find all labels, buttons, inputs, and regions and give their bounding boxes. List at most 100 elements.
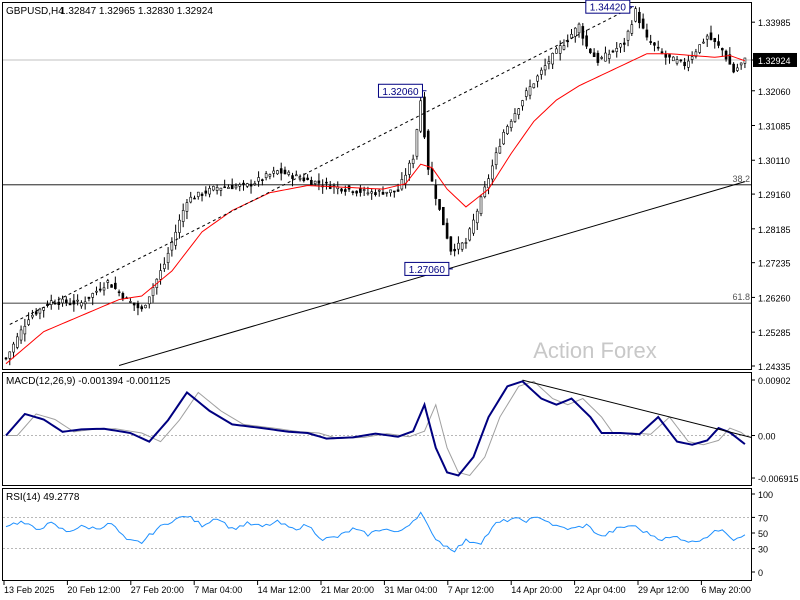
candle [739,62,743,70]
macd-y-tick: 0.00902 [758,376,791,386]
x-tick-label: 29 Apr 12:00 [638,585,689,595]
candle [732,62,735,74]
macd-y-tick: 0.00 [758,431,776,441]
candle [690,51,694,64]
candle [245,182,249,188]
rsi-title: RSI(14) 49.2778 [6,492,80,503]
candle [713,37,717,49]
candle [268,173,272,180]
candle [604,46,607,62]
candle [630,20,634,36]
price-label: 1.34420 [585,0,634,14]
candle [208,185,211,198]
candle [717,34,720,49]
moving-average-line [5,53,746,365]
price-y-tick: 1.28185 [758,225,791,235]
candle [189,191,193,204]
candle [38,307,42,320]
candle [117,289,121,297]
candle [668,54,671,64]
candle [434,179,438,206]
candle [543,58,547,76]
price-overlays: 1.32060 1.27060 1.34420 [5,0,746,366]
candle [276,169,279,175]
candle [555,46,558,54]
candle [83,296,87,310]
candle [144,304,147,309]
candle [242,180,245,191]
candle [736,63,739,72]
candle [566,34,570,48]
candle [294,170,298,177]
candle [506,124,509,135]
candle [408,160,411,181]
symbol-label: GBPUSD,H4 [6,6,64,17]
candle [140,304,144,312]
candle [249,179,253,194]
candle [453,243,456,257]
current-price-box [753,52,797,67]
x-tick-label: 7 Mar 04:00 [194,585,242,595]
price-y-tick: 1.29160 [758,190,791,200]
candle [328,181,332,190]
candle [705,33,709,47]
candle [562,39,566,51]
candle [558,40,562,61]
svg-text:1.32060: 1.32060 [382,87,419,98]
price-y-tick: 1.31085 [758,122,791,132]
price-label: 1.27060 [404,261,453,276]
candle [656,40,660,51]
candle [709,25,713,41]
candle [68,298,72,306]
rsi-y-tick: 70 [758,513,768,523]
candle [257,171,260,187]
candle [317,173,321,191]
candle [302,173,306,183]
price-y-tick: 1.30110 [758,156,790,166]
candle [196,191,200,200]
candle [638,7,641,29]
candle [415,128,419,160]
candle [49,294,53,310]
candle [95,286,98,296]
candle [592,48,596,58]
candle [279,162,283,181]
price-label: 1.32060 [377,83,427,98]
candle [4,357,8,361]
candle [313,180,317,187]
candle [622,37,626,53]
candle [19,325,23,344]
candle [645,23,649,41]
candle [163,257,166,272]
price-guides: 38.2 61.8 [3,59,751,304]
candle [230,178,234,190]
candle [589,48,592,55]
candle [532,83,536,89]
candle [200,192,204,202]
candle [185,199,189,220]
candle [57,296,61,310]
candle [479,194,483,217]
candle [227,184,230,189]
candle [536,74,539,88]
candle [585,29,588,49]
candle [487,174,490,195]
x-tick-label: 14 Apr 20:00 [511,585,562,595]
candle [76,294,79,306]
candle [31,309,34,320]
svg-text:1.34420: 1.34420 [590,3,627,14]
candle [679,59,683,63]
candle [136,300,140,316]
candle [540,67,543,80]
candle [87,296,91,302]
candle [596,50,600,66]
candle [381,186,385,195]
price-y-tick: 1.27235 [758,259,791,269]
rsi-y-tick: 100 [758,490,773,500]
rsi-y-tick: 30 [758,545,768,555]
candle [702,38,705,44]
candle [178,214,181,239]
candle [110,284,113,288]
price-y-tick: 1.24335 [758,362,791,372]
candle [23,318,27,342]
